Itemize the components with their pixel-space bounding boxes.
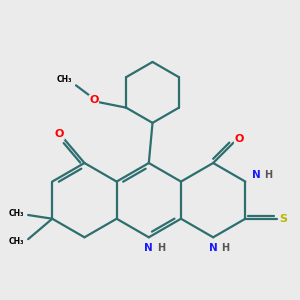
Text: CH₃: CH₃ (57, 75, 73, 84)
Text: H: H (264, 170, 272, 180)
Text: CH₃: CH₃ (8, 236, 24, 245)
Text: N: N (209, 243, 218, 253)
Text: O: O (89, 95, 98, 105)
Text: S: S (280, 214, 288, 224)
Text: N: N (144, 243, 153, 253)
Text: O: O (235, 134, 244, 144)
Text: H: H (157, 243, 165, 253)
Text: O: O (55, 129, 64, 140)
Text: CH₃: CH₃ (8, 209, 24, 218)
Text: N: N (252, 170, 261, 180)
Text: H: H (221, 243, 229, 253)
